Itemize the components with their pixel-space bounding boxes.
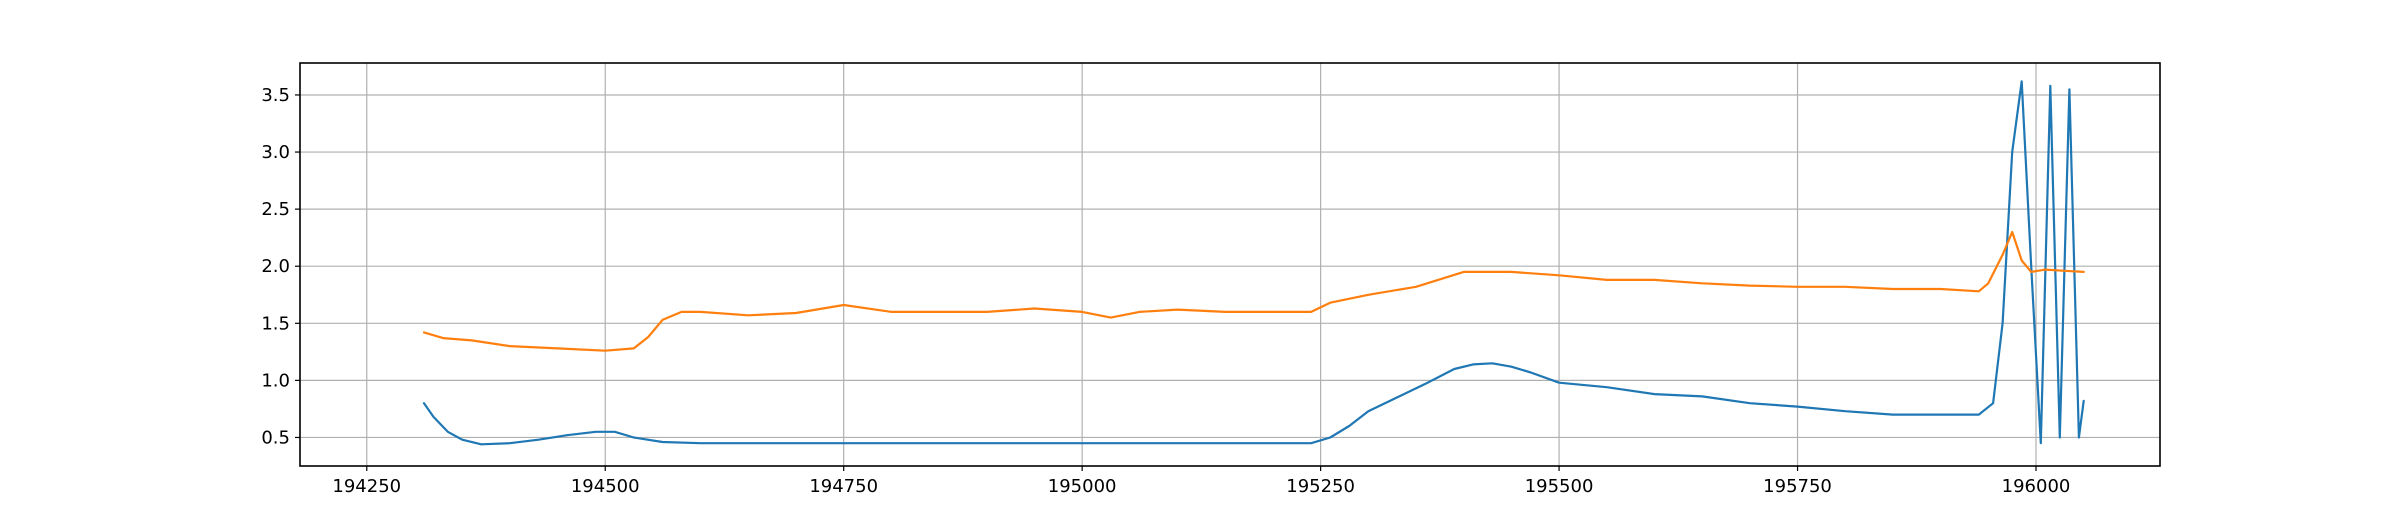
plot-frame xyxy=(299,62,2161,467)
x-tick-label: 194500 xyxy=(571,476,640,497)
x-tick-label: 196000 xyxy=(2002,476,2071,497)
x-tick-label: 195750 xyxy=(1763,476,1832,497)
x-tick-label: 195500 xyxy=(1525,476,1594,497)
series-line-2 xyxy=(422,230,2085,352)
x-tick-label: 195250 xyxy=(1286,476,1355,497)
y-tick-label: 1.5 xyxy=(261,313,290,334)
series-line-1 xyxy=(422,80,2085,446)
x-tick-label: 194250 xyxy=(332,476,401,497)
y-tick-label: 2.0 xyxy=(261,256,290,277)
axes: 194250 194500 194750 195000 195250 195500 1957… xyxy=(261,85,2070,497)
y-tick-label: 3.5 xyxy=(261,85,290,106)
y-tick-label: 0.5 xyxy=(261,427,290,448)
y-tick-label: 1.0 xyxy=(261,370,290,391)
y-tick-label: 2.5 xyxy=(261,199,290,220)
grid xyxy=(300,63,2160,466)
x-tick-label: 195000 xyxy=(1048,476,1117,497)
data-series xyxy=(422,80,2085,446)
x-tick-label: 194750 xyxy=(809,476,878,497)
y-tick-label: 3.0 xyxy=(261,142,290,163)
